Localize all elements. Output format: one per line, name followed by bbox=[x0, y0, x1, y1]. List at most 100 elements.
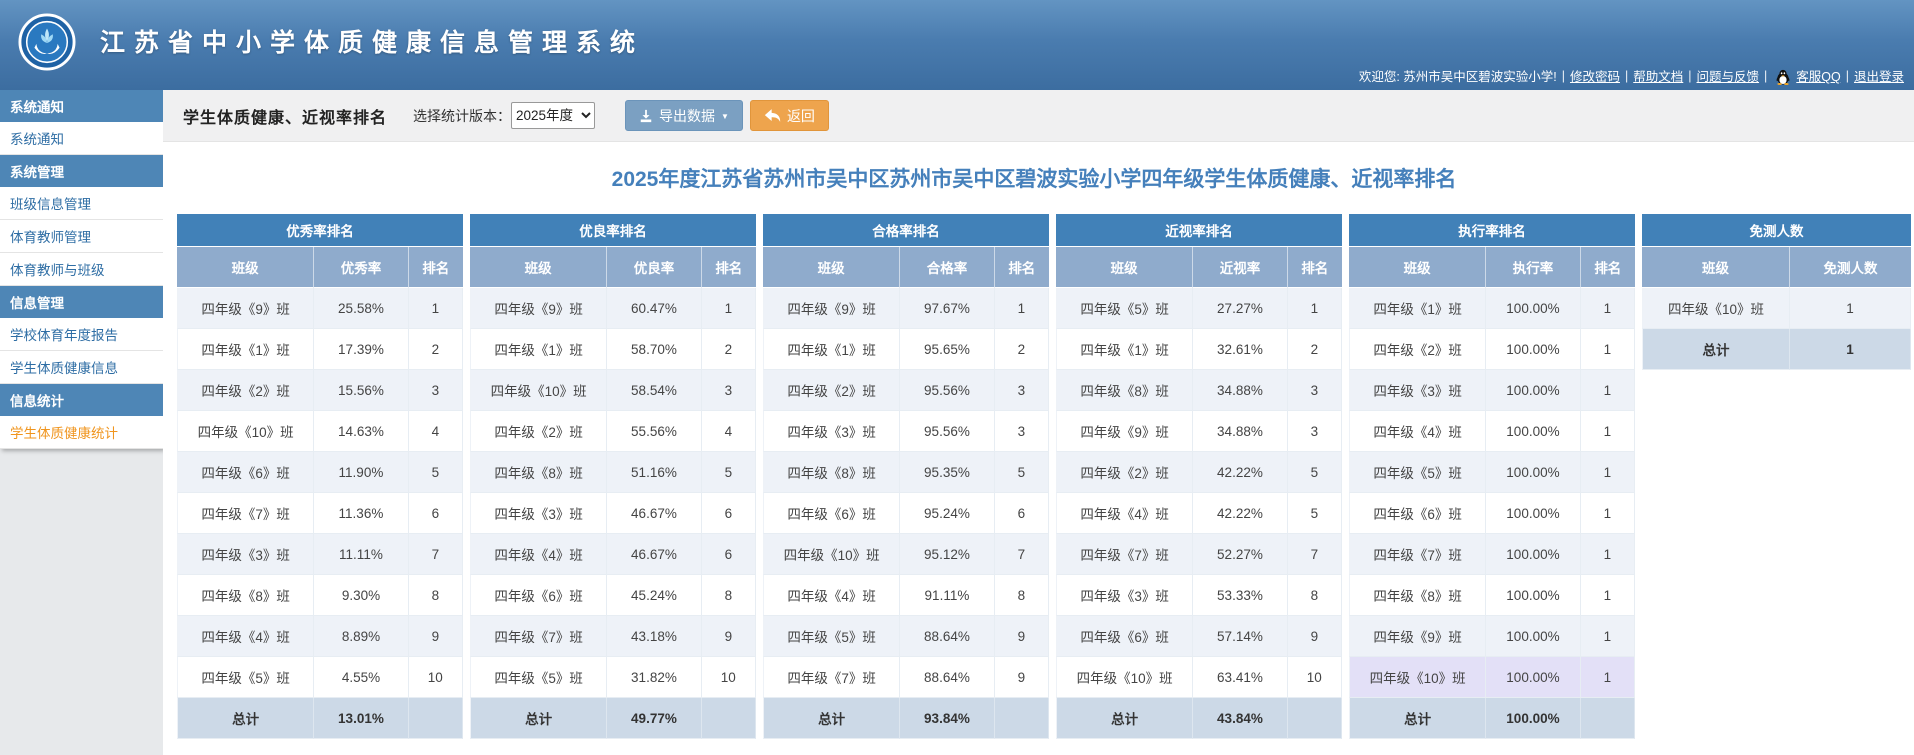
total-cell bbox=[408, 698, 463, 739]
value-cell: 1 bbox=[1580, 370, 1635, 411]
table-row[interactable]: 四年级《1》班 17.39% 2 bbox=[177, 329, 463, 370]
value-cell: 1 bbox=[1580, 534, 1635, 575]
link-qq-service[interactable]: 客服QQ bbox=[1796, 70, 1841, 84]
column-header: 合格率 bbox=[900, 247, 995, 288]
table-row[interactable]: 四年级《5》班 4.55% 10 bbox=[177, 657, 463, 698]
class-name-cell: 四年级《4》班 bbox=[1349, 411, 1487, 452]
table-row[interactable]: 四年级《8》班 34.88% 3 bbox=[1056, 370, 1342, 411]
link-logout[interactable]: 退出登录 bbox=[1853, 70, 1904, 84]
column-header: 班级 bbox=[1349, 247, 1487, 288]
value-cell: 10 bbox=[701, 657, 756, 698]
link-change-password[interactable]: 修改密码 bbox=[1569, 70, 1620, 84]
table-row[interactable]: 四年级《3》班 11.11% 7 bbox=[177, 534, 463, 575]
table-row[interactable]: 四年级《2》班 42.22% 5 bbox=[1056, 452, 1342, 493]
table-row[interactable]: 四年级《3》班 46.67% 6 bbox=[470, 493, 756, 534]
value-cell: 100.00% bbox=[1486, 616, 1581, 657]
table-row[interactable]: 四年级《4》班 91.11% 8 bbox=[763, 575, 1049, 616]
total-cell: 43.84% bbox=[1193, 698, 1288, 739]
table-row[interactable]: 四年级《1》班 58.70% 2 bbox=[470, 329, 756, 370]
table-row[interactable]: 四年级《1》班 100.00% 1 bbox=[1349, 288, 1635, 329]
table-row[interactable]: 四年级《9》班 97.67% 1 bbox=[763, 288, 1049, 329]
table-row[interactable]: 四年级《7》班 88.64% 9 bbox=[763, 657, 1049, 698]
class-name-cell: 四年级《8》班 bbox=[1056, 370, 1194, 411]
table-row[interactable]: 四年级《7》班 11.36% 6 bbox=[177, 493, 463, 534]
table-row[interactable]: 四年级《9》班 60.47% 1 bbox=[470, 288, 756, 329]
table-row[interactable]: 四年级《10》班 95.12% 7 bbox=[763, 534, 1049, 575]
total-cell: 100.00% bbox=[1486, 698, 1581, 739]
sidebar-item[interactable]: 系统通知 bbox=[0, 122, 163, 155]
class-name-cell: 四年级《6》班 bbox=[177, 452, 315, 493]
link-feedback[interactable]: 问题与反馈 bbox=[1696, 70, 1760, 84]
value-cell: 7 bbox=[408, 534, 463, 575]
table-row[interactable]: 四年级《3》班 53.33% 8 bbox=[1056, 575, 1342, 616]
sidebar-item[interactable]: 班级信息管理 bbox=[0, 187, 163, 220]
value-cell: 7 bbox=[994, 534, 1049, 575]
table-row[interactable]: 四年级《3》班 95.56% 3 bbox=[763, 411, 1049, 452]
table-row[interactable]: 四年级《6》班 95.24% 6 bbox=[763, 493, 1049, 534]
table-row[interactable]: 四年级《6》班 45.24% 8 bbox=[470, 575, 756, 616]
table-row[interactable]: 四年级《5》班 31.82% 10 bbox=[470, 657, 756, 698]
value-cell: 100.00% bbox=[1486, 657, 1581, 698]
sidebar-item[interactable]: 学生体质健康信息 bbox=[0, 351, 163, 384]
table-row[interactable]: 四年级《2》班 95.56% 3 bbox=[763, 370, 1049, 411]
table-row[interactable]: 四年级《7》班 100.00% 1 bbox=[1349, 534, 1635, 575]
class-name-cell: 四年级《5》班 bbox=[763, 616, 901, 657]
table-row[interactable]: 四年级《1》班 95.65% 2 bbox=[763, 329, 1049, 370]
value-cell: 27.27% bbox=[1193, 288, 1288, 329]
table-row[interactable]: 四年级《9》班 100.00% 1 bbox=[1349, 616, 1635, 657]
value-cell: 95.65% bbox=[900, 329, 995, 370]
sidebar-item[interactable]: 学生体质健康统计 bbox=[0, 416, 163, 449]
table-row[interactable]: 四年级《6》班 57.14% 9 bbox=[1056, 616, 1342, 657]
table-row[interactable]: 四年级《2》班 55.56% 4 bbox=[470, 411, 756, 452]
table-row[interactable]: 四年级《4》班 46.67% 6 bbox=[470, 534, 756, 575]
table-row[interactable]: 四年级《8》班 51.16% 5 bbox=[470, 452, 756, 493]
table-row[interactable]: 四年级《6》班 100.00% 1 bbox=[1349, 493, 1635, 534]
table-row[interactable]: 四年级《1》班 32.61% 2 bbox=[1056, 329, 1342, 370]
table-row[interactable]: 四年级《2》班 100.00% 1 bbox=[1349, 329, 1635, 370]
table-row[interactable]: 四年级《9》班 34.88% 3 bbox=[1056, 411, 1342, 452]
table-row[interactable]: 四年级《5》班 100.00% 1 bbox=[1349, 452, 1635, 493]
value-cell: 5 bbox=[408, 452, 463, 493]
table-row[interactable]: 四年级《10》班 58.54% 3 bbox=[470, 370, 756, 411]
class-name-cell: 四年级《7》班 bbox=[763, 657, 901, 698]
back-label: 返回 bbox=[786, 107, 815, 124]
value-cell: 88.64% bbox=[900, 616, 995, 657]
table-row[interactable]: 四年级《9》班 25.58% 1 bbox=[177, 288, 463, 329]
total-cell: 1 bbox=[1789, 329, 1911, 370]
class-name-cell: 四年级《3》班 bbox=[763, 411, 901, 452]
table-row[interactable]: 四年级《10》班 100.00% 1 bbox=[1349, 657, 1635, 698]
class-name-cell: 四年级《10》班 bbox=[470, 370, 608, 411]
table-row[interactable]: 四年级《7》班 43.18% 9 bbox=[470, 616, 756, 657]
table-row[interactable]: 四年级《4》班 42.22% 5 bbox=[1056, 493, 1342, 534]
table-row[interactable]: 四年级《8》班 100.00% 1 bbox=[1349, 575, 1635, 616]
table-row[interactable]: 四年级《3》班 100.00% 1 bbox=[1349, 370, 1635, 411]
link-help-doc[interactable]: 帮助文档 bbox=[1633, 70, 1684, 84]
value-cell: 63.41% bbox=[1193, 657, 1288, 698]
table-row[interactable]: 四年级《8》班 9.30% 8 bbox=[177, 575, 463, 616]
table-row[interactable]: 四年级《10》班 63.41% 10 bbox=[1056, 657, 1342, 698]
value-cell: 55.56% bbox=[607, 411, 702, 452]
sidebar-item[interactable]: 学校体育年度报告 bbox=[0, 318, 163, 351]
export-data-button[interactable]: 导出数据 ▼ bbox=[625, 100, 743, 131]
table-row[interactable]: 四年级《5》班 27.27% 1 bbox=[1056, 288, 1342, 329]
table-row[interactable]: 四年级《4》班 100.00% 1 bbox=[1349, 411, 1635, 452]
sidebar-item[interactable]: 体育教师与班级 bbox=[0, 253, 163, 286]
sidebar-item[interactable]: 体育教师管理 bbox=[0, 220, 163, 253]
version-select[interactable]: 2025年度 bbox=[511, 102, 596, 129]
rank-table-title: 优秀率排名 bbox=[177, 214, 463, 247]
back-button[interactable]: 返回 bbox=[749, 100, 829, 131]
class-name-cell: 四年级《1》班 bbox=[470, 329, 608, 370]
table-row[interactable]: 四年级《10》班 1 bbox=[1642, 288, 1911, 329]
total-cell: 总计 bbox=[1349, 698, 1487, 739]
table-row[interactable]: 四年级《10》班 14.63% 4 bbox=[177, 411, 463, 452]
table-row[interactable]: 四年级《2》班 15.56% 3 bbox=[177, 370, 463, 411]
column-header: 班级 bbox=[470, 247, 608, 288]
table-row[interactable]: 四年级《6》班 11.90% 5 bbox=[177, 452, 463, 493]
table-row[interactable]: 四年级《8》班 95.35% 5 bbox=[763, 452, 1049, 493]
class-name-cell: 四年级《8》班 bbox=[470, 452, 608, 493]
rank-table-title: 合格率排名 bbox=[763, 214, 1049, 247]
table-row[interactable]: 四年级《7》班 52.27% 7 bbox=[1056, 534, 1342, 575]
table-row[interactable]: 四年级《5》班 88.64% 9 bbox=[763, 616, 1049, 657]
value-cell: 5 bbox=[701, 452, 756, 493]
table-row[interactable]: 四年级《4》班 8.89% 9 bbox=[177, 616, 463, 657]
